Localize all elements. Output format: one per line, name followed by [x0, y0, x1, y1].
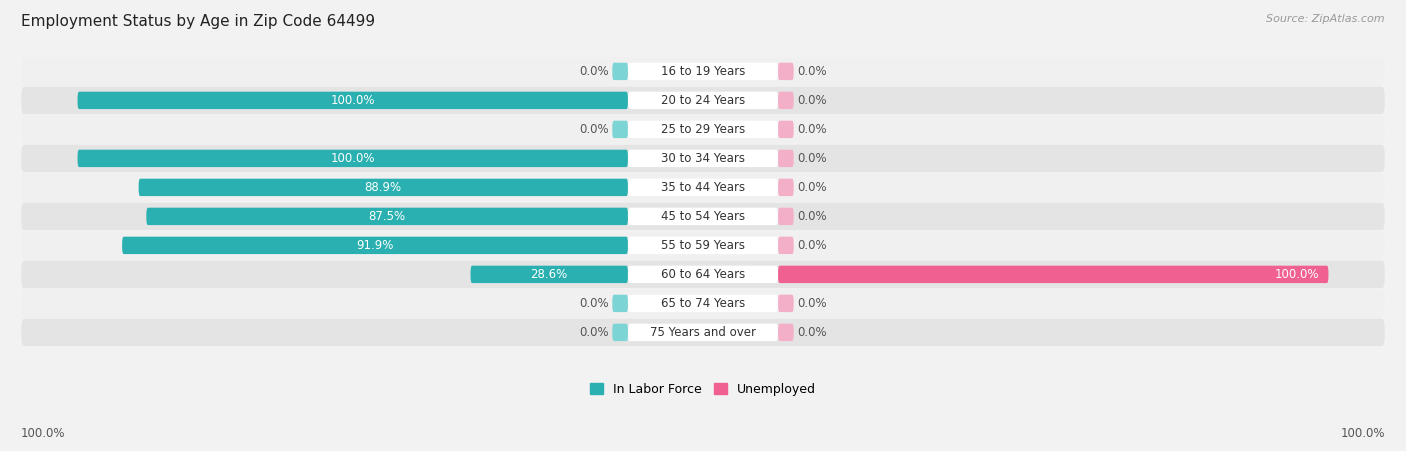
FancyBboxPatch shape — [778, 295, 794, 312]
FancyBboxPatch shape — [628, 295, 778, 312]
Text: 0.0%: 0.0% — [797, 210, 827, 223]
Text: 0.0%: 0.0% — [797, 326, 827, 339]
Text: 91.9%: 91.9% — [356, 239, 394, 252]
FancyBboxPatch shape — [21, 319, 1385, 346]
FancyBboxPatch shape — [77, 92, 628, 109]
Text: 0.0%: 0.0% — [579, 65, 609, 78]
Text: 25 to 29 Years: 25 to 29 Years — [661, 123, 745, 136]
FancyBboxPatch shape — [778, 150, 794, 167]
FancyBboxPatch shape — [628, 207, 778, 225]
Text: 0.0%: 0.0% — [797, 152, 827, 165]
Text: 16 to 19 Years: 16 to 19 Years — [661, 65, 745, 78]
Text: 100.0%: 100.0% — [330, 94, 375, 107]
Text: 65 to 74 Years: 65 to 74 Years — [661, 297, 745, 310]
FancyBboxPatch shape — [471, 266, 628, 283]
FancyBboxPatch shape — [628, 150, 778, 167]
FancyBboxPatch shape — [612, 63, 628, 80]
FancyBboxPatch shape — [628, 121, 778, 138]
Text: 55 to 59 Years: 55 to 59 Years — [661, 239, 745, 252]
FancyBboxPatch shape — [778, 92, 794, 109]
FancyBboxPatch shape — [612, 121, 628, 138]
FancyBboxPatch shape — [628, 324, 778, 341]
Text: 28.6%: 28.6% — [530, 268, 568, 281]
FancyBboxPatch shape — [778, 121, 794, 138]
Text: 0.0%: 0.0% — [797, 123, 827, 136]
FancyBboxPatch shape — [139, 179, 628, 196]
FancyBboxPatch shape — [628, 237, 778, 254]
Text: 100.0%: 100.0% — [1340, 427, 1385, 440]
Text: 100.0%: 100.0% — [330, 152, 375, 165]
FancyBboxPatch shape — [21, 116, 1385, 143]
Text: Source: ZipAtlas.com: Source: ZipAtlas.com — [1267, 14, 1385, 23]
FancyBboxPatch shape — [778, 266, 1329, 283]
FancyBboxPatch shape — [628, 266, 778, 283]
FancyBboxPatch shape — [21, 145, 1385, 172]
Text: 0.0%: 0.0% — [797, 181, 827, 194]
FancyBboxPatch shape — [778, 179, 794, 196]
Text: 45 to 54 Years: 45 to 54 Years — [661, 210, 745, 223]
FancyBboxPatch shape — [612, 295, 628, 312]
Text: 0.0%: 0.0% — [579, 123, 609, 136]
FancyBboxPatch shape — [778, 237, 794, 254]
Text: 100.0%: 100.0% — [1275, 268, 1319, 281]
FancyBboxPatch shape — [628, 179, 778, 196]
Text: 60 to 64 Years: 60 to 64 Years — [661, 268, 745, 281]
Text: 0.0%: 0.0% — [797, 297, 827, 310]
Text: Employment Status by Age in Zip Code 64499: Employment Status by Age in Zip Code 644… — [21, 14, 375, 28]
Text: 0.0%: 0.0% — [797, 94, 827, 107]
FancyBboxPatch shape — [778, 207, 794, 225]
FancyBboxPatch shape — [21, 174, 1385, 201]
FancyBboxPatch shape — [778, 63, 794, 80]
Text: 35 to 44 Years: 35 to 44 Years — [661, 181, 745, 194]
FancyBboxPatch shape — [21, 232, 1385, 259]
FancyBboxPatch shape — [628, 63, 778, 80]
FancyBboxPatch shape — [21, 261, 1385, 288]
Text: 100.0%: 100.0% — [21, 427, 66, 440]
Text: 0.0%: 0.0% — [797, 239, 827, 252]
FancyBboxPatch shape — [778, 324, 794, 341]
Text: 20 to 24 Years: 20 to 24 Years — [661, 94, 745, 107]
Text: 30 to 34 Years: 30 to 34 Years — [661, 152, 745, 165]
FancyBboxPatch shape — [146, 207, 628, 225]
Text: 0.0%: 0.0% — [579, 326, 609, 339]
FancyBboxPatch shape — [612, 324, 628, 341]
Text: 88.9%: 88.9% — [364, 181, 402, 194]
Legend: In Labor Force, Unemployed: In Labor Force, Unemployed — [585, 378, 821, 401]
FancyBboxPatch shape — [21, 203, 1385, 230]
Text: 75 Years and over: 75 Years and over — [650, 326, 756, 339]
Text: 0.0%: 0.0% — [579, 297, 609, 310]
Text: 87.5%: 87.5% — [368, 210, 406, 223]
Text: 0.0%: 0.0% — [797, 65, 827, 78]
FancyBboxPatch shape — [21, 58, 1385, 85]
FancyBboxPatch shape — [628, 92, 778, 109]
FancyBboxPatch shape — [77, 150, 628, 167]
FancyBboxPatch shape — [122, 237, 628, 254]
FancyBboxPatch shape — [21, 290, 1385, 317]
FancyBboxPatch shape — [21, 87, 1385, 114]
